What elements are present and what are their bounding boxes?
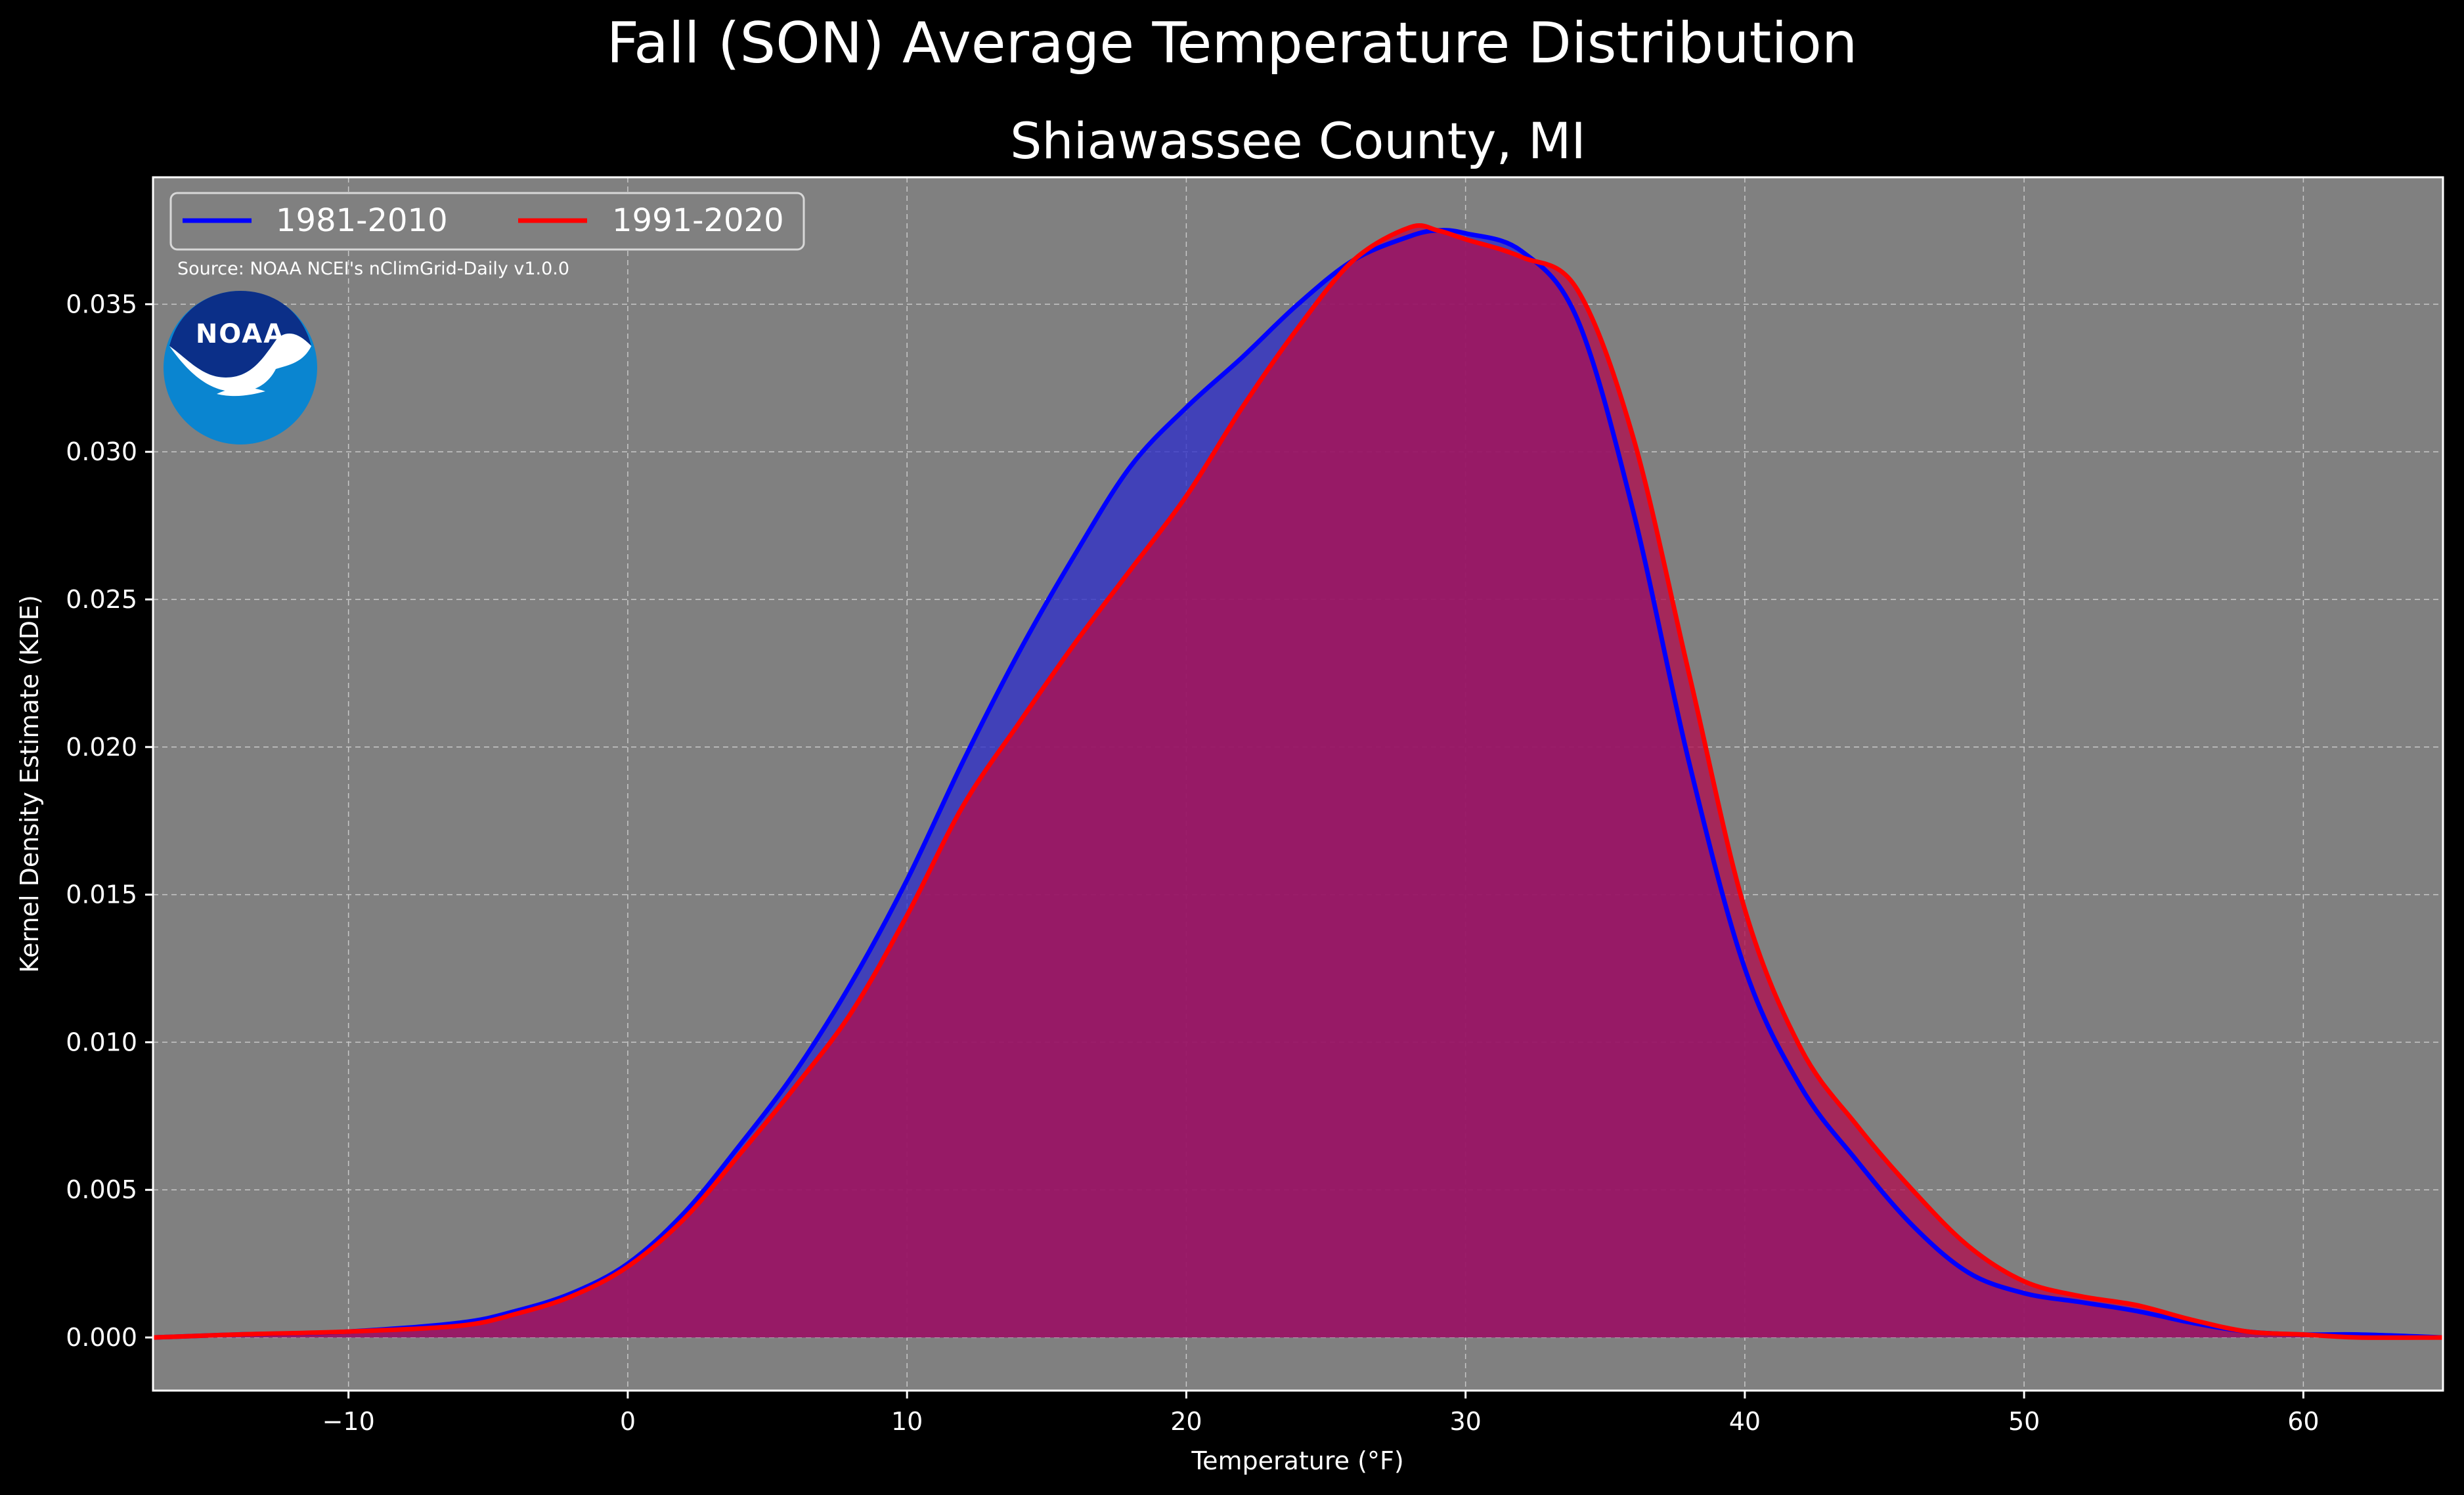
plot-frame	[152, 176, 2444, 1392]
series-fills	[153, 225, 2443, 1338]
legend-label-1981-2010: 1981-2010	[276, 202, 448, 239]
noaa-logo-gull	[169, 333, 311, 392]
series-line-1981-2010	[152, 228, 2444, 1340]
series-line-1991-2020	[152, 223, 2444, 1340]
legend: 1981-2010 1991-2020	[169, 192, 805, 251]
x-tick-label-3: 20	[1170, 1407, 1202, 1436]
legend-label-1991-2020: 1991-2020	[612, 202, 784, 239]
source-annotation: Source: NOAA NCEI's nClimGrid-Daily v1.0…	[177, 259, 569, 279]
y-tick-label-4: 0.020	[66, 733, 137, 762]
y-tick-label-0: 0.000	[66, 1323, 137, 1352]
y-axis-label: Kernel Density Estimate (KDE)	[15, 595, 44, 973]
y-tick-label-1: 0.005	[66, 1175, 137, 1204]
series-lines	[152, 223, 2444, 1340]
noaa-logo: NOAA	[164, 291, 317, 444]
y-tick-label-3: 0.015	[66, 880, 137, 909]
x-tick-label-5: 40	[1729, 1407, 1761, 1436]
y-tick-label-6: 0.030	[66, 437, 137, 466]
chart-title: Shiawassee County, MI	[1010, 112, 1586, 170]
x-axis-label: Temperature (°F)	[1191, 1446, 1403, 1475]
noaa-logo-text: NOAA	[196, 319, 285, 349]
noaa-logo-top-shape	[169, 291, 311, 378]
x-tick-label-4: 30	[1449, 1407, 1481, 1436]
noaa-logo-gull-tail	[217, 387, 265, 397]
y-tick-label-7: 0.035	[66, 290, 137, 318]
y-tick-label-5: 0.025	[66, 585, 137, 614]
x-tick-label-2: 10	[891, 1407, 923, 1436]
x-tick-label-1: 0	[620, 1407, 636, 1436]
x-tick-label-7: 60	[2287, 1407, 2319, 1436]
legend-box	[169, 192, 805, 251]
x-tick-label-0: −10	[322, 1407, 375, 1436]
series-fill-1991-2020	[153, 225, 2443, 1338]
x-tick-label-6: 50	[2008, 1407, 2040, 1436]
figure-suptitle: Fall (SON) Average Temperature Distribut…	[606, 11, 1858, 76]
y-tick-label-2: 0.010	[66, 1028, 137, 1056]
x-axis-ticks: −10 0 10 20 30 40 50 60	[322, 1391, 2320, 1436]
y-axis-ticks: 0.000 0.005 0.010 0.015 0.020 0.025 0.030 0.035	[66, 290, 153, 1352]
